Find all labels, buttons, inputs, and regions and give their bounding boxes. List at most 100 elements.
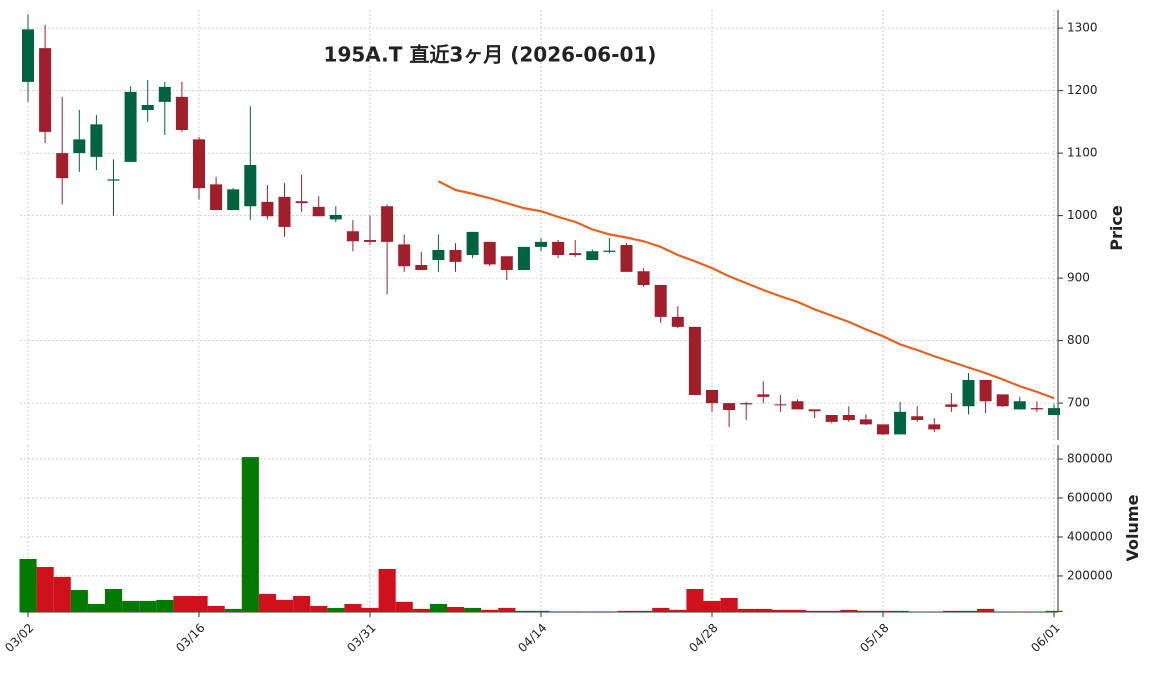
candle-body bbox=[176, 97, 188, 130]
volume-bar bbox=[20, 559, 37, 612]
y-tick-label: 900 bbox=[1067, 271, 1090, 285]
volume-bar bbox=[293, 596, 310, 612]
volume-bar bbox=[567, 611, 584, 612]
volume-bar bbox=[191, 596, 208, 612]
volume-bar bbox=[447, 607, 464, 612]
volume-bar bbox=[892, 611, 909, 612]
candle-body bbox=[792, 401, 804, 409]
y-tick-label: 1100 bbox=[1067, 146, 1098, 160]
volume-bar bbox=[310, 606, 327, 612]
volume-bar bbox=[823, 611, 840, 612]
x-tick-label: 03/16 bbox=[173, 621, 207, 655]
volume-bar bbox=[413, 609, 430, 612]
candle-body bbox=[347, 231, 359, 241]
candle-body bbox=[193, 139, 205, 188]
volume-bar bbox=[327, 608, 344, 612]
candle-body bbox=[774, 404, 786, 405]
volume-bar bbox=[139, 601, 156, 612]
volume-bar bbox=[396, 602, 413, 612]
candle-body bbox=[313, 207, 325, 216]
volume-bar bbox=[464, 608, 481, 612]
candle-body bbox=[1014, 401, 1026, 409]
volume-bar bbox=[584, 611, 601, 612]
candle-body bbox=[586, 251, 598, 260]
candle-body bbox=[227, 189, 239, 210]
volume-bar bbox=[857, 611, 874, 612]
volume-bar bbox=[550, 611, 567, 612]
candle-body bbox=[244, 165, 256, 206]
candle-body bbox=[159, 87, 171, 102]
volume-bar bbox=[173, 596, 190, 612]
candle-body bbox=[928, 424, 940, 429]
candle-body bbox=[826, 415, 838, 422]
candle-body bbox=[706, 390, 718, 403]
candle-body bbox=[432, 250, 444, 260]
volume-bar bbox=[601, 611, 618, 612]
volume-bar bbox=[105, 589, 122, 612]
candle-body bbox=[56, 153, 68, 178]
y-axis-label: Volume bbox=[1123, 494, 1142, 561]
volume-bar bbox=[943, 611, 960, 612]
candle-body bbox=[279, 197, 291, 227]
candle-body bbox=[1048, 408, 1060, 415]
candle-body bbox=[655, 285, 667, 317]
candle-body bbox=[467, 232, 479, 255]
candle-body bbox=[603, 251, 615, 252]
candle-body bbox=[877, 424, 889, 434]
x-tick-label: 03/31 bbox=[344, 621, 378, 655]
volume-bar bbox=[242, 457, 259, 612]
volume-bar bbox=[618, 611, 635, 612]
volume-bar bbox=[259, 594, 276, 612]
candle-body bbox=[398, 244, 410, 266]
y-tick-label: 800000 bbox=[1067, 452, 1113, 466]
candle-body bbox=[125, 92, 137, 162]
candle-body bbox=[723, 403, 735, 410]
candle-body bbox=[381, 206, 393, 242]
volume-bar bbox=[721, 598, 738, 612]
x-tick-label: 03/02 bbox=[2, 621, 36, 655]
candle-body bbox=[963, 380, 975, 406]
y-tick-label: 1200 bbox=[1067, 83, 1098, 97]
candle-body bbox=[1031, 408, 1043, 409]
x-tick-label: 04/14 bbox=[515, 621, 549, 655]
volume-bar bbox=[686, 589, 703, 612]
x-tick-label: 05/18 bbox=[857, 621, 891, 655]
candle-body bbox=[484, 242, 496, 265]
candle-body bbox=[997, 394, 1009, 406]
y-tick-label: 1300 bbox=[1067, 21, 1098, 35]
volume-bar bbox=[669, 610, 686, 612]
volume-bar bbox=[379, 569, 396, 612]
volume-bar bbox=[1046, 611, 1063, 612]
x-tick-label: 06/01 bbox=[1028, 621, 1062, 655]
volume-bar bbox=[533, 611, 550, 612]
volume-bar bbox=[362, 608, 379, 612]
candle-body bbox=[210, 184, 222, 210]
candle-body bbox=[73, 139, 85, 153]
candle-body bbox=[894, 412, 906, 435]
volume-bar bbox=[276, 600, 293, 612]
candle-body bbox=[364, 240, 376, 242]
candle-body bbox=[39, 48, 51, 132]
candle-body bbox=[860, 419, 872, 424]
y-tick-label: 600000 bbox=[1067, 491, 1113, 505]
volume-bar bbox=[652, 608, 669, 612]
y-axis-label: Price bbox=[1107, 205, 1126, 251]
volume-bar bbox=[772, 610, 789, 612]
candle-body bbox=[552, 242, 564, 255]
volume-bar bbox=[481, 610, 498, 612]
volume-bar bbox=[738, 609, 755, 612]
x-tick-label: 04/28 bbox=[686, 621, 720, 655]
candle-body bbox=[518, 247, 530, 270]
volume-bar bbox=[156, 600, 173, 612]
candle-body bbox=[843, 415, 855, 420]
volume-bar bbox=[122, 601, 139, 612]
candle-body bbox=[142, 105, 154, 110]
candle-body bbox=[450, 250, 462, 262]
y-tick-label: 800 bbox=[1067, 333, 1090, 347]
candle-body bbox=[296, 201, 308, 203]
candle-body bbox=[740, 403, 752, 404]
y-tick-label: 200000 bbox=[1067, 568, 1113, 582]
candle-body bbox=[638, 271, 650, 285]
candle-body bbox=[689, 327, 701, 395]
